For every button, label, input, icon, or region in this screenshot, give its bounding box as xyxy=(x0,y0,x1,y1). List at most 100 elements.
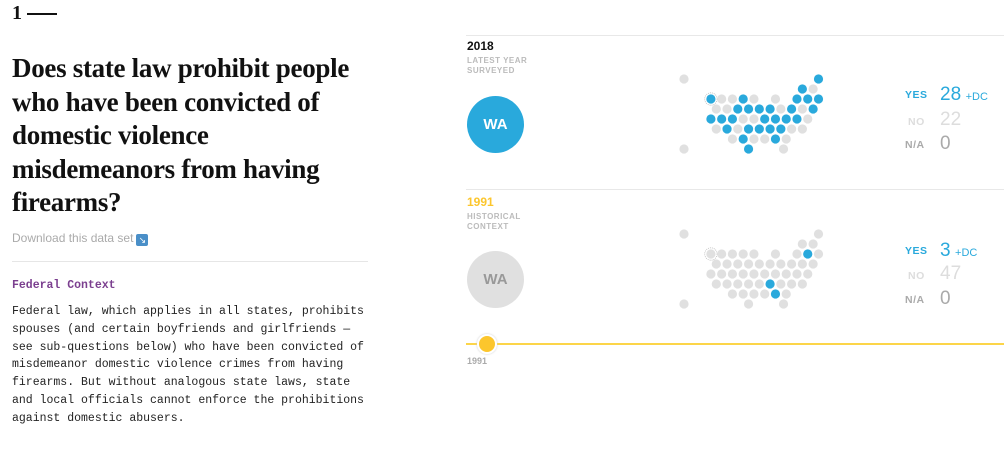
state-dot[interactable] xyxy=(770,114,781,124)
state-dot[interactable] xyxy=(743,259,754,269)
state-dot[interactable] xyxy=(781,114,791,124)
state-dot[interactable] xyxy=(787,124,797,134)
year-slider-track[interactable] xyxy=(466,343,1004,345)
year-slider-handle[interactable] xyxy=(477,334,497,354)
state-dot[interactable] xyxy=(711,104,721,114)
state-dot[interactable] xyxy=(738,94,748,104)
state-dot[interactable] xyxy=(792,249,802,259)
state-dot[interactable] xyxy=(754,124,764,134)
state-dot[interactable] xyxy=(711,259,721,269)
state-dot[interactable] xyxy=(797,239,807,249)
state-dot[interactable] xyxy=(770,249,781,259)
state-dot[interactable] xyxy=(797,84,807,94)
state-dot[interactable] xyxy=(803,269,813,279)
state-dot[interactable] xyxy=(743,124,754,134)
state-dot[interactable] xyxy=(738,114,748,124)
state-dot[interactable] xyxy=(803,94,813,104)
state-dot[interactable] xyxy=(765,279,775,289)
state-dot[interactable] xyxy=(760,289,770,299)
state-dot[interactable] xyxy=(743,299,754,309)
state-dot[interactable] xyxy=(770,134,781,144)
state-dot[interactable] xyxy=(749,94,759,104)
state-dot[interactable] xyxy=(803,249,813,259)
state-dot[interactable] xyxy=(813,249,824,259)
state-dot[interactable] xyxy=(717,114,727,124)
state-dot[interactable] xyxy=(738,289,748,299)
state-dot-selected[interactable] xyxy=(706,94,716,104)
state-dot[interactable] xyxy=(706,269,716,279)
state-dot[interactable] xyxy=(706,114,716,124)
state-dot[interactable] xyxy=(711,124,721,134)
state-dot[interactable] xyxy=(717,94,727,104)
state-dot[interactable] xyxy=(711,279,721,289)
state-dot[interactable] xyxy=(679,299,689,309)
state-dot[interactable] xyxy=(679,229,689,239)
state-dot[interactable] xyxy=(797,279,807,289)
state-dot[interactable] xyxy=(727,269,738,279)
state-dot[interactable] xyxy=(776,124,786,134)
state-dot[interactable] xyxy=(733,259,743,269)
state-dot[interactable] xyxy=(797,104,807,114)
state-dot[interactable] xyxy=(727,94,738,104)
state-dot[interactable] xyxy=(770,289,781,299)
state-dot[interactable] xyxy=(808,239,818,249)
state-dot[interactable] xyxy=(803,114,813,124)
state-dot-selected[interactable] xyxy=(706,249,716,259)
state-dot[interactable] xyxy=(787,259,797,269)
state-dot[interactable] xyxy=(743,144,754,154)
state-dot[interactable] xyxy=(722,279,732,289)
download-label[interactable]: Download this data set xyxy=(12,231,134,245)
state-dot[interactable] xyxy=(727,249,738,259)
state-dot[interactable] xyxy=(738,134,748,144)
state-dot[interactable] xyxy=(813,229,824,239)
state-dot[interactable] xyxy=(727,114,738,124)
state-dot[interactable] xyxy=(808,104,818,114)
state-dot[interactable] xyxy=(738,249,748,259)
state-dot[interactable] xyxy=(749,249,759,259)
download-link[interactable]: Download this data set ↘ xyxy=(12,231,149,246)
state-dot[interactable] xyxy=(733,104,743,114)
state-dot[interactable] xyxy=(749,289,759,299)
state-dot[interactable] xyxy=(808,259,818,269)
state-dot[interactable] xyxy=(760,134,770,144)
state-dot[interactable] xyxy=(792,94,802,104)
state-dot[interactable] xyxy=(770,94,781,104)
state-dot[interactable] xyxy=(743,279,754,289)
state-dot[interactable] xyxy=(778,144,789,154)
state-dot[interactable] xyxy=(733,124,743,134)
state-dot[interactable] xyxy=(760,114,770,124)
state-badge[interactable]: WA xyxy=(467,251,524,308)
state-dot[interactable] xyxy=(787,104,797,114)
state-dot[interactable] xyxy=(778,299,789,309)
state-dot[interactable] xyxy=(749,134,759,144)
state-dot[interactable] xyxy=(776,104,786,114)
state-dot[interactable] xyxy=(679,74,689,84)
state-dot[interactable] xyxy=(754,279,764,289)
state-dot[interactable] xyxy=(749,114,759,124)
state-dot[interactable] xyxy=(733,279,743,289)
state-dot[interactable] xyxy=(781,289,791,299)
state-dot[interactable] xyxy=(722,124,732,134)
state-dot[interactable] xyxy=(787,279,797,289)
state-dot[interactable] xyxy=(722,259,732,269)
state-dot[interactable] xyxy=(765,259,775,269)
state-dot[interactable] xyxy=(792,114,802,124)
state-dot[interactable] xyxy=(722,104,732,114)
state-dot[interactable] xyxy=(781,269,791,279)
state-dot[interactable] xyxy=(776,259,786,269)
state-dot[interactable] xyxy=(717,249,727,259)
state-dot[interactable] xyxy=(727,134,738,144)
state-dot[interactable] xyxy=(749,269,759,279)
state-dot[interactable] xyxy=(754,104,764,114)
state-dot[interactable] xyxy=(792,269,802,279)
state-dot[interactable] xyxy=(738,269,748,279)
state-dot[interactable] xyxy=(760,269,770,279)
state-dot[interactable] xyxy=(765,104,775,114)
state-dot[interactable] xyxy=(813,74,824,84)
state-dot[interactable] xyxy=(808,84,818,94)
state-dot[interactable] xyxy=(797,124,807,134)
state-dot[interactable] xyxy=(679,144,689,154)
state-dot[interactable] xyxy=(765,124,775,134)
state-dot[interactable] xyxy=(727,289,738,299)
state-dot[interactable] xyxy=(781,134,791,144)
